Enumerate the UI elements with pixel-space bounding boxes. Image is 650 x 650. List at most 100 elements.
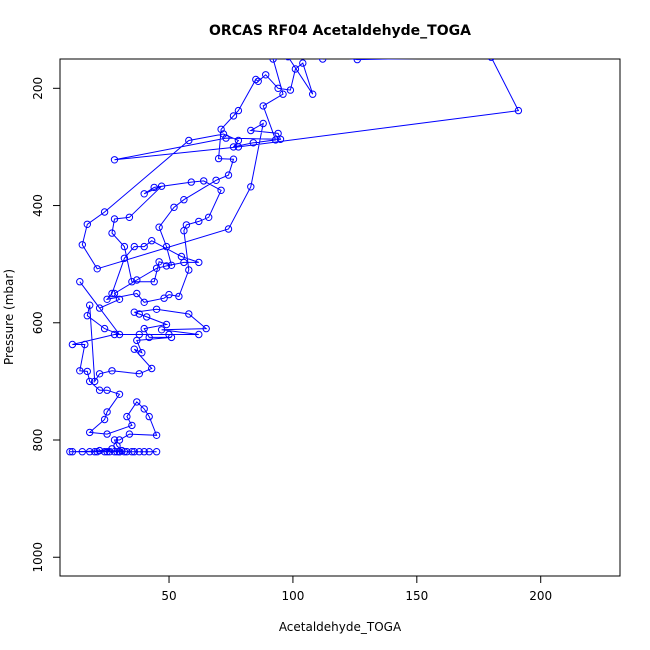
x-tick-label: 150 — [405, 589, 428, 603]
y-tick-label: 800 — [31, 429, 45, 452]
data-point — [269, 59, 277, 63]
data-point — [167, 333, 176, 342]
data-point — [140, 448, 148, 456]
data-point — [91, 377, 99, 386]
data-point — [100, 415, 109, 424]
data-point — [145, 448, 153, 456]
data-point — [93, 265, 101, 273]
data-point — [177, 252, 186, 261]
data-point — [95, 304, 104, 312]
data-point — [120, 254, 129, 262]
data-point — [115, 295, 124, 303]
data-point — [185, 310, 193, 318]
data-point — [309, 90, 317, 98]
data-point — [110, 156, 119, 164]
data-point — [234, 106, 243, 115]
data-point — [133, 336, 141, 345]
data-point — [217, 186, 225, 195]
data-point — [133, 398, 141, 406]
data-point — [83, 220, 92, 229]
data-point — [140, 405, 148, 413]
data-point — [118, 446, 126, 455]
data-point — [259, 102, 267, 110]
data-point — [219, 130, 228, 138]
data-point — [254, 77, 262, 86]
data-point — [202, 324, 210, 333]
data-point — [285, 59, 291, 61]
data-point — [86, 301, 94, 309]
data-point — [83, 367, 92, 376]
data-point — [319, 59, 327, 63]
x-tick-label: 200 — [529, 589, 552, 603]
data-point — [279, 90, 287, 98]
data-point — [108, 229, 116, 237]
data-point — [100, 208, 109, 216]
data-point — [185, 266, 193, 274]
y-axis-label: Pressure (mbar) — [2, 269, 16, 365]
data-point — [170, 203, 178, 212]
data-point — [76, 278, 84, 286]
data-point — [86, 377, 94, 386]
data-point — [140, 190, 148, 198]
data-point — [128, 421, 136, 430]
data-point — [110, 215, 119, 223]
data-point — [108, 367, 116, 375]
data-point — [224, 225, 233, 233]
data-point — [175, 292, 183, 301]
data-point — [123, 412, 131, 421]
data-point — [100, 324, 109, 333]
data-point — [135, 370, 144, 378]
data-point — [514, 106, 523, 115]
data-point — [247, 183, 255, 191]
data-point — [130, 448, 139, 456]
data-point — [130, 345, 139, 353]
data-point — [76, 367, 84, 375]
data-point — [162, 242, 171, 251]
data-point — [78, 448, 87, 456]
data-point — [110, 289, 119, 298]
data-point — [103, 295, 111, 303]
data-point — [165, 290, 173, 299]
data-point — [249, 139, 258, 147]
data-point — [487, 59, 495, 61]
data-point — [93, 448, 101, 456]
data-point — [305, 50, 311, 56]
data-point — [167, 261, 176, 269]
data-point — [145, 412, 153, 421]
data-point — [353, 59, 361, 64]
data-point — [130, 242, 139, 251]
data-point — [195, 217, 203, 226]
data-point — [103, 430, 111, 438]
data-point — [125, 430, 134, 438]
data-point — [120, 242, 129, 251]
data-point — [130, 308, 139, 316]
y-tick-label: 200 — [31, 77, 45, 100]
data-point — [105, 448, 114, 456]
data-point — [229, 143, 238, 151]
data-point — [187, 178, 196, 186]
data-point — [291, 65, 300, 73]
data-point — [212, 176, 220, 185]
data-point — [83, 312, 92, 320]
chart-title: ORCAS RF04 Acetaldehyde_TOGA — [209, 23, 471, 39]
data-point — [160, 294, 168, 302]
data-point — [115, 390, 124, 398]
data-point — [115, 436, 124, 444]
data-point — [91, 448, 99, 456]
data-point — [157, 326, 166, 334]
data-point — [135, 310, 144, 318]
data-point — [224, 171, 233, 179]
data-point — [155, 223, 163, 231]
data-point — [259, 119, 267, 128]
data-point — [68, 340, 77, 349]
data-point — [108, 289, 116, 298]
data-point — [155, 258, 163, 266]
data-point — [68, 448, 77, 456]
data-point — [200, 177, 208, 185]
data-point — [299, 59, 307, 67]
data-point — [86, 448, 94, 456]
data-point — [252, 75, 260, 84]
data-point — [229, 155, 238, 163]
data-point — [95, 386, 104, 394]
